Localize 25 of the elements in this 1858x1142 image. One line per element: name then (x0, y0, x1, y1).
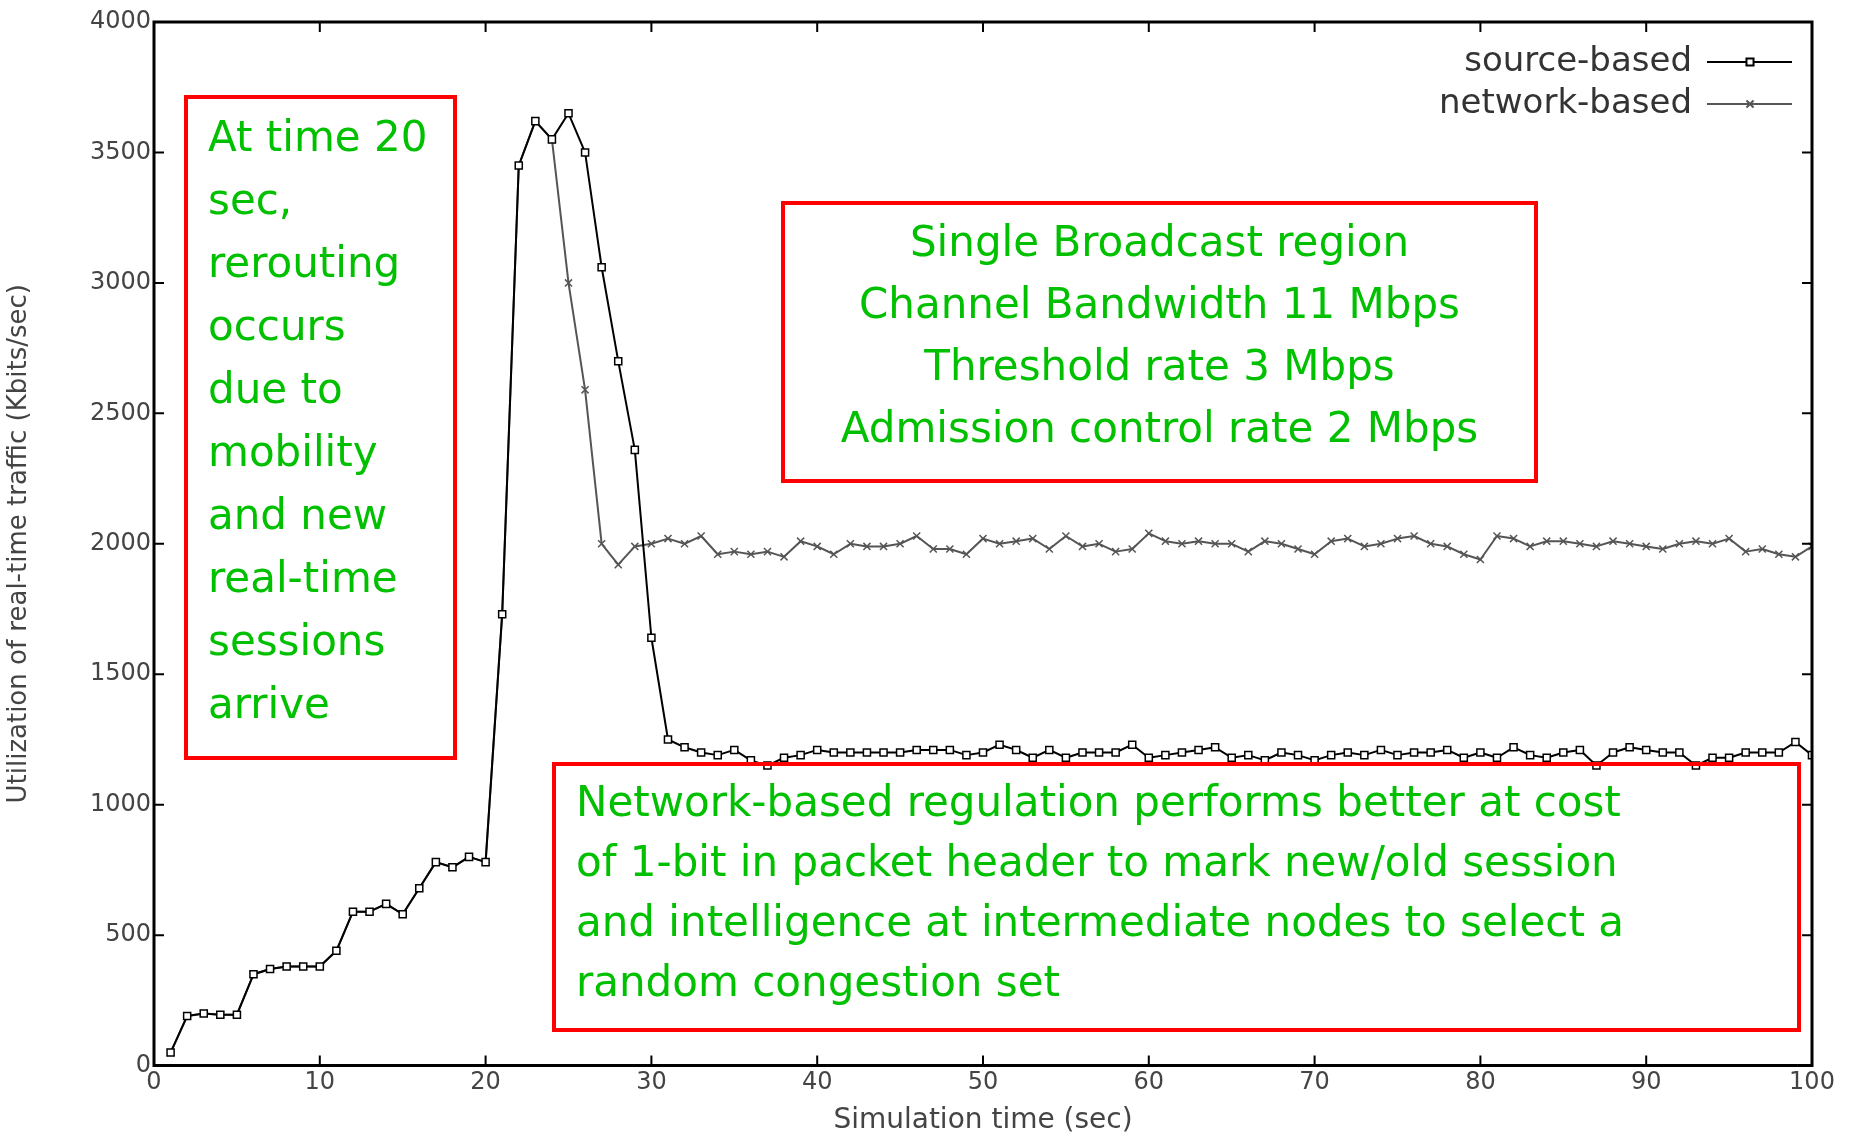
y-tick-label: 1500 (89, 658, 151, 687)
x-tick-label: 20 (470, 1067, 501, 1096)
annotation: Network-based regulation performs better at cost of 1-bit in packet header to mark new/old session and intelligence at intermediate nodes to select a random congestion set (552, 762, 1801, 1032)
y-tick-label: 1000 (89, 788, 151, 817)
annotation: Single Broadcast region Channel Bandwidth 11 Mbps Threshold rate 3 Mbps Admission control rate 2 Mbps (781, 201, 1538, 483)
legend-label: source-based (1464, 38, 1692, 79)
y-axis-title: Utilization of real-time traffic (Kbits/sec) (2, 284, 33, 804)
x-tick-label: 40 (801, 1067, 833, 1096)
x-axis-title: Simulation time (sec) (833, 1102, 1133, 1136)
x-tick-label: 80 (1465, 1067, 1496, 1096)
y-tick-label: 2500 (89, 397, 151, 426)
y-tick-label: 3000 (89, 267, 151, 296)
x-tick-label: 10 (304, 1067, 336, 1096)
legend-label: network-based (1439, 80, 1692, 121)
y-tick-label: 500 (105, 919, 151, 948)
text: At time 20 sec, rerouting occurs due to mobility and new real-time sessions arrive (208, 112, 428, 728)
x-tick-label: 90 (1630, 1067, 1662, 1096)
x-tick-label: 100 (1789, 1067, 1835, 1096)
x-tick-label: 30 (636, 1067, 667, 1096)
y-tick-label: 2000 (89, 528, 151, 557)
y-tick-label: 4000 (89, 6, 151, 35)
x-tick-label: 50 (967, 1067, 999, 1096)
y-tick-label: 3500 (89, 136, 151, 165)
x-tick-label: 70 (1299, 1067, 1330, 1096)
x-tick-label: 60 (1133, 1067, 1165, 1096)
